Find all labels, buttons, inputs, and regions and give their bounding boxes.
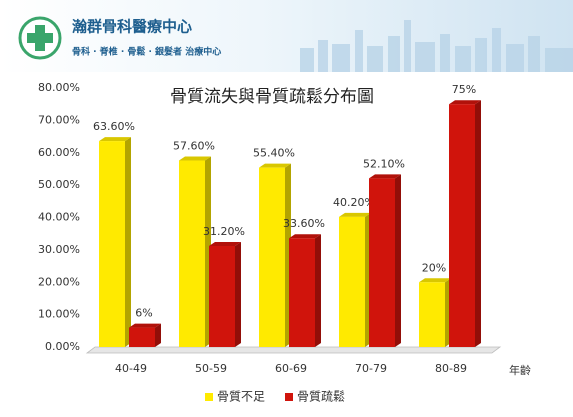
bar-side <box>155 323 161 347</box>
legend-swatch <box>285 393 293 401</box>
data-label: 75% <box>452 83 476 96</box>
y-tick-label: 70.00% <box>38 113 80 126</box>
x-tick-label: 40-49 <box>115 362 147 375</box>
clinic-name: 瀚群骨科醫療中心 <box>72 18 192 36</box>
y-tick-label: 30.00% <box>38 243 80 256</box>
bar-front <box>289 238 315 347</box>
y-tick-label: 10.00% <box>38 308 80 321</box>
legend-label: 骨質不足 <box>217 389 265 404</box>
y-tick-label: 80.00% <box>38 81 80 94</box>
header: 瀚群骨科醫療中心 骨科 · 脊椎 · 骨鬆 · 銀髮者 治療中心 <box>0 0 573 72</box>
bar-front <box>369 178 395 347</box>
y-tick-label: 60.00% <box>38 146 80 159</box>
logo <box>18 16 62 60</box>
data-label: 55.40% <box>253 147 295 160</box>
skyline <box>300 20 573 72</box>
bar-top <box>419 278 451 283</box>
chart-title: 骨質流失與骨質疏鬆分布圖 <box>170 86 374 107</box>
bar-front <box>99 141 125 347</box>
x-tick-label: 60-69 <box>275 362 307 375</box>
bar <box>259 163 291 347</box>
bar-top <box>369 174 401 179</box>
bar-side <box>395 174 401 347</box>
bar-top <box>289 234 321 239</box>
y-tick-label: 20.00% <box>38 275 80 288</box>
x-tick-label: 70-79 <box>355 362 387 375</box>
bar-top <box>209 241 241 246</box>
bar-front <box>449 104 475 347</box>
bar-top <box>129 323 161 328</box>
bar-front <box>129 327 155 347</box>
data-label: 52.10% <box>363 157 405 170</box>
data-label: 40.20% <box>333 196 375 209</box>
bar <box>289 234 321 347</box>
bar <box>369 174 401 347</box>
bar-side <box>315 234 321 347</box>
data-label: 6% <box>135 307 152 320</box>
bar-top <box>99 137 131 142</box>
bar <box>339 212 371 347</box>
clinic-services: 骨科 · 脊椎 · 骨鬆 · 銀髮者 治療中心 <box>72 46 221 58</box>
x-tick-label: 50-59 <box>195 362 227 375</box>
bar-top <box>449 100 481 105</box>
y-tick-label: 40.00% <box>38 211 80 224</box>
x-tick-label: 80-89 <box>435 362 467 375</box>
bar <box>99 137 131 347</box>
y-tick-label: 50.00% <box>38 178 80 191</box>
bar <box>449 100 481 347</box>
bar-side <box>125 137 131 347</box>
y-tick-label: 0.00% <box>45 340 80 353</box>
bar <box>179 156 211 347</box>
bar-top <box>339 212 371 217</box>
bar-side <box>475 100 481 347</box>
data-label: 57.60% <box>173 140 215 153</box>
plot: 0.00% 10.00% 20.00% 30.00% 40.00% 50.00% 60.00… <box>38 81 481 404</box>
legend-swatch <box>205 393 213 401</box>
bar-front <box>179 160 205 347</box>
bar-front <box>259 167 285 347</box>
data-label: 20% <box>422 261 446 274</box>
bar <box>129 323 161 347</box>
bar-side <box>235 241 241 347</box>
legend-label: 骨質疏鬆 <box>297 389 345 404</box>
bar-front <box>209 245 235 347</box>
header-background <box>0 0 573 72</box>
bar <box>209 241 241 347</box>
bar-front <box>419 282 445 347</box>
data-label: 31.20% <box>203 225 245 238</box>
data-label: 63.60% <box>93 120 135 133</box>
data-label: 33.60% <box>283 217 325 230</box>
bar <box>419 278 451 347</box>
bar-front <box>339 216 365 347</box>
bar-top <box>179 156 211 161</box>
floor <box>85 346 502 354</box>
x-axis-label: 年齡 <box>509 363 531 377</box>
bar-top <box>259 163 291 168</box>
